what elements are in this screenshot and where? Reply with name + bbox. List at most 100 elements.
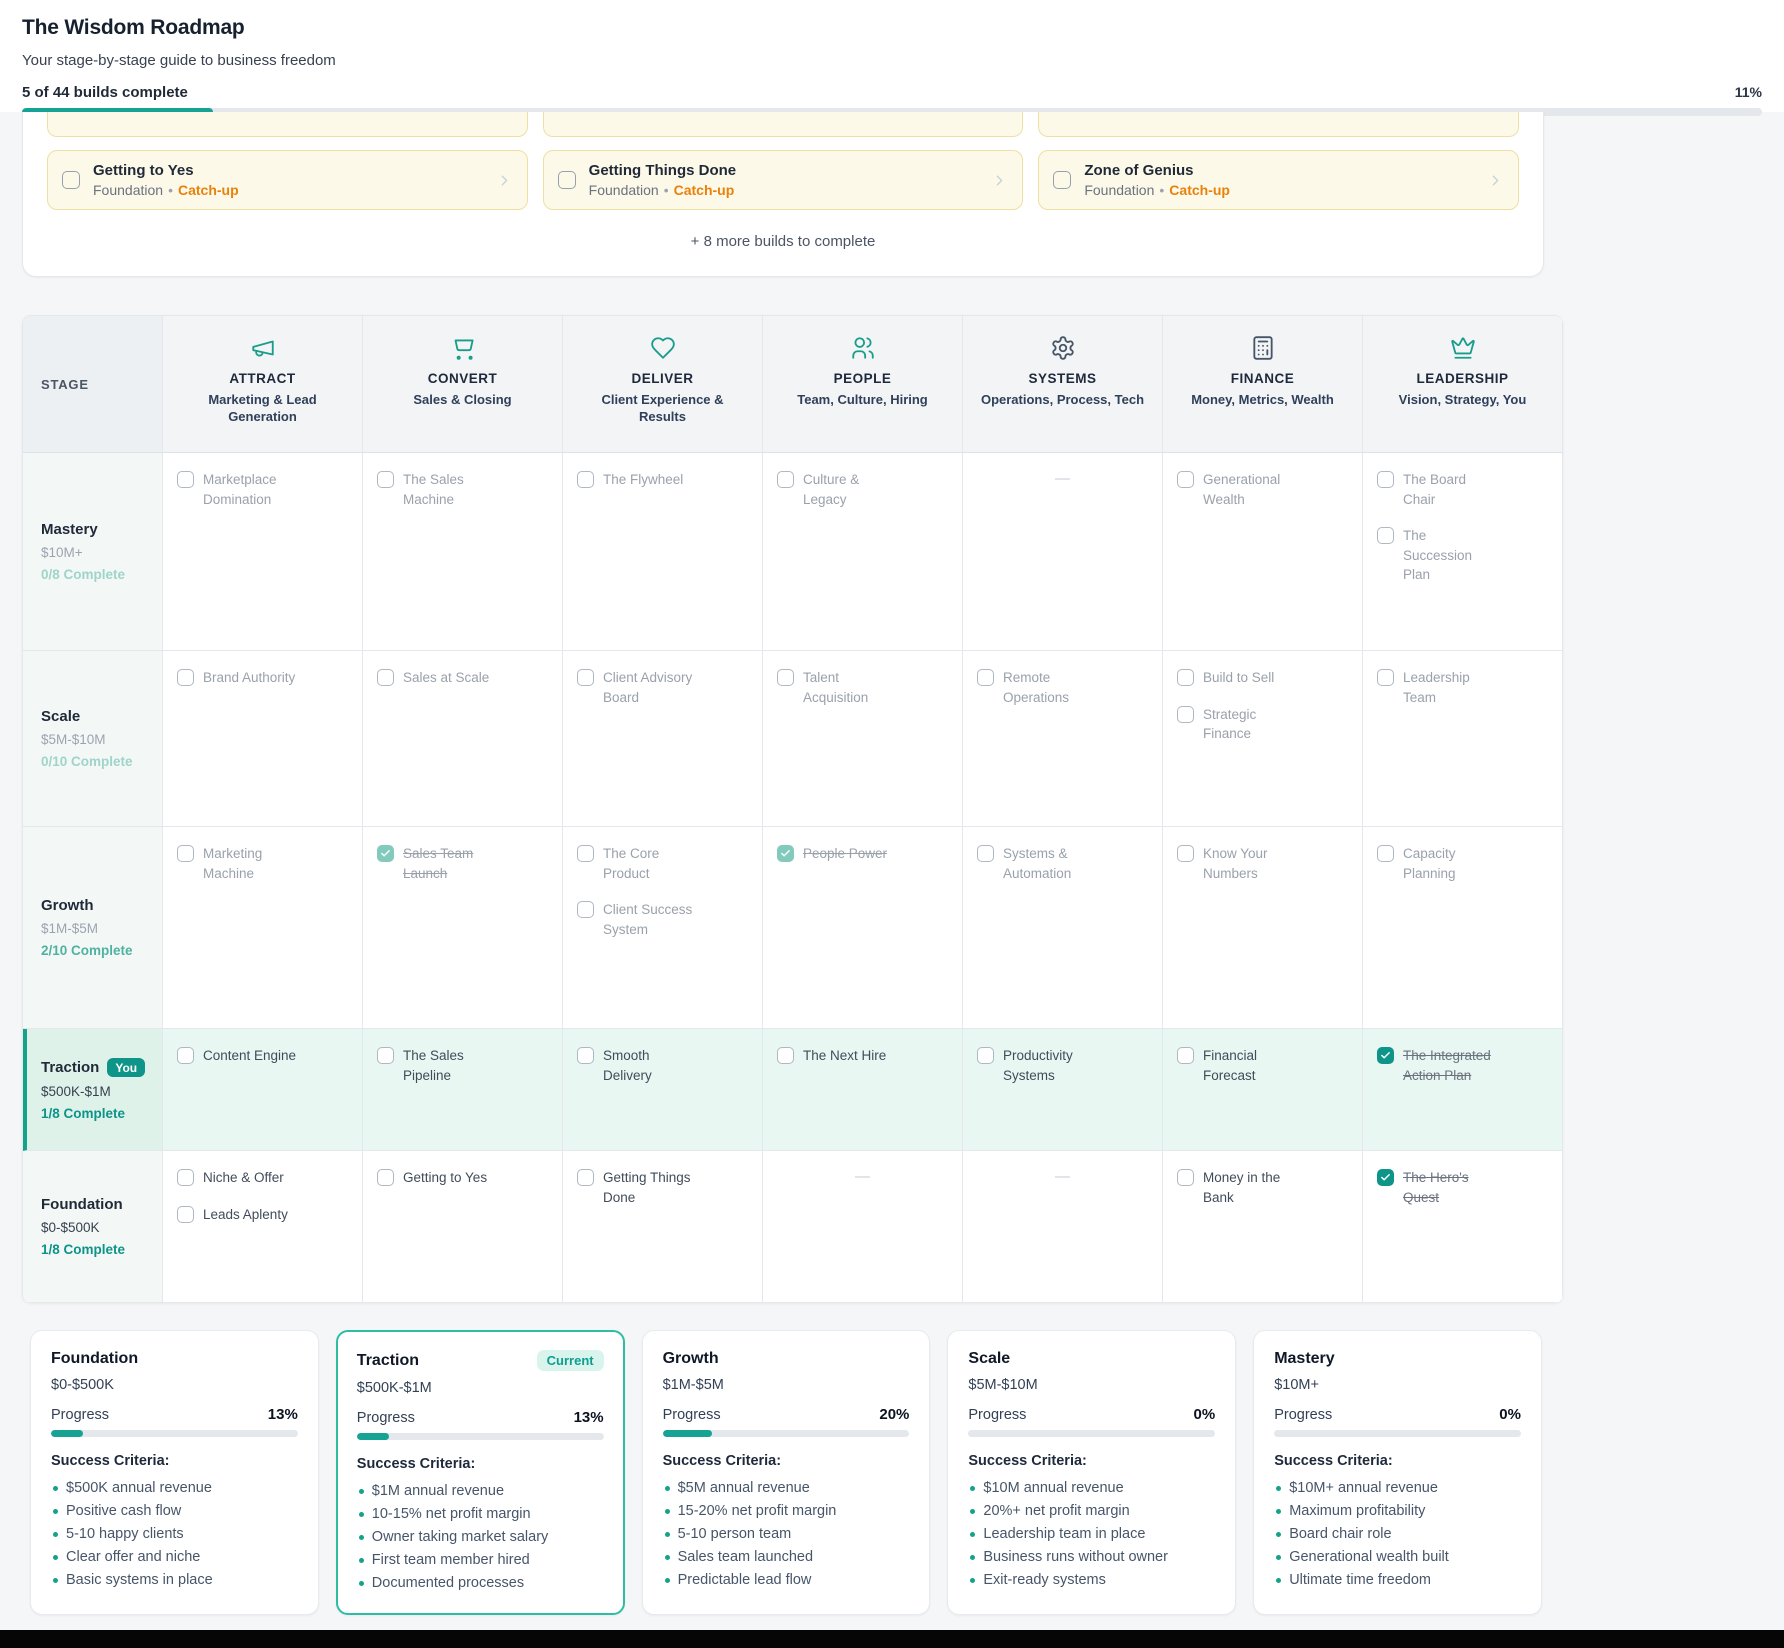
roadmap-item[interactable]: Sales at Scale [377, 668, 548, 688]
unchecked-checkbox[interactable] [977, 1047, 994, 1064]
roadmap-item-label: The Flywheel [603, 472, 684, 487]
stage-progress-bar [356, 1433, 604, 1440]
unchecked-checkbox[interactable] [777, 471, 794, 488]
unchecked-checkbox[interactable] [977, 845, 994, 862]
build-card[interactable]: Getting to Yes Foundation • Catch-up [47, 150, 528, 210]
unchecked-checkbox[interactable] [1377, 471, 1394, 488]
roadmap-item-label: Marketing Machine [203, 846, 263, 881]
criteria-heading: Success Criteria: [1274, 1453, 1393, 1469]
roadmap-item[interactable]: The Hero's Quest [1377, 1168, 1548, 1207]
roadmap-item[interactable]: The Core Product [577, 844, 748, 883]
builds-panel: Getting to Yes Foundation • Catch-up Getti… [22, 112, 1544, 277]
unchecked-checkbox[interactable] [177, 669, 194, 686]
unchecked-checkbox[interactable] [1177, 669, 1194, 686]
roadmap-item[interactable]: The Flywheel [577, 470, 748, 490]
unchecked-checkbox[interactable] [777, 1047, 794, 1064]
unchecked-checkbox[interactable] [977, 669, 994, 686]
roadmap-item[interactable]: Systems & Automation [977, 844, 1148, 883]
roadmap-item[interactable]: The Board Chair [1377, 470, 1548, 509]
roadmap-item[interactable]: Getting Things Done [577, 1168, 748, 1207]
unchecked-checkbox[interactable] [577, 1047, 594, 1064]
roadmap-item[interactable]: Brand Authority [177, 668, 348, 688]
dot-separator: • [663, 182, 669, 198]
build-card-checkbox[interactable] [557, 171, 576, 189]
unchecked-checkbox[interactable] [177, 1169, 194, 1186]
unchecked-checkbox[interactable] [377, 471, 394, 488]
unchecked-checkbox[interactable] [1177, 705, 1194, 723]
build-card-partial[interactable] [1038, 112, 1519, 137]
unchecked-checkbox[interactable] [577, 669, 594, 686]
roadmap-item[interactable]: The Integrated Action Plan [1377, 1046, 1548, 1085]
roadmap-matrix: STAGE ATTRACT Marketing & Lead Generatio… [22, 315, 1563, 1303]
roadmap-item[interactable]: Marketing Machine [177, 844, 348, 883]
build-card-checkbox[interactable] [62, 171, 80, 189]
unchecked-checkbox[interactable] [177, 845, 194, 862]
unchecked-checkbox[interactable] [577, 471, 594, 488]
unchecked-checkbox[interactable] [1177, 845, 1194, 862]
build-card-partial[interactable] [542, 112, 1024, 137]
roadmap-item-label: The Core Product [603, 846, 660, 881]
roadmap-item[interactable]: Culture & Legacy [777, 470, 948, 509]
roadmap-item[interactable]: The Next Hire [777, 1046, 948, 1066]
roadmap-item[interactable]: Smooth Delivery [577, 1046, 748, 1085]
unchecked-checkbox[interactable] [777, 669, 794, 686]
unchecked-checkbox[interactable] [1177, 1047, 1194, 1064]
stage-name: Foundation [41, 1196, 123, 1213]
roadmap-item[interactable]: Productivity Systems [977, 1046, 1148, 1085]
roadmap-item[interactable]: Client Success System [577, 900, 748, 939]
unchecked-checkbox[interactable] [577, 845, 594, 862]
build-card-title: Zone of Genius [1084, 162, 1194, 179]
unchecked-checkbox[interactable] [1377, 845, 1394, 862]
unchecked-checkbox[interactable] [1377, 527, 1394, 545]
roadmap-item[interactable]: Sales Team Launch [377, 844, 548, 883]
build-card-checkbox[interactable] [1053, 171, 1072, 189]
unchecked-checkbox[interactable] [177, 1047, 194, 1064]
build-card[interactable]: Getting Things Done Foundation • Catch-up [542, 150, 1024, 210]
unchecked-checkbox[interactable] [1377, 669, 1394, 686]
roadmap-item[interactable]: Marketplace Domination [177, 470, 348, 509]
stage-progress-bar [1274, 1430, 1521, 1437]
roadmap-item[interactable]: Remote Operations [977, 668, 1148, 707]
roadmap-item[interactable]: Capacity Planning [1377, 844, 1548, 883]
unchecked-checkbox[interactable] [377, 669, 394, 686]
roadmap-item[interactable]: Leads Aplenty [177, 1205, 348, 1225]
criteria-item: Owner taking market salary [357, 1526, 604, 1549]
checked-checkbox-icon[interactable] [1377, 1047, 1394, 1064]
stage-complete-count: 0/10 Complete [41, 754, 133, 769]
unchecked-checkbox[interactable] [577, 1169, 594, 1186]
build-card-partial[interactable] [47, 112, 528, 137]
roadmap-item[interactable]: Money in the Bank [1177, 1168, 1348, 1207]
roadmap-item[interactable]: Talent Acquisition [777, 668, 948, 707]
roadmap-item[interactable]: Know Your Numbers [1177, 844, 1348, 883]
stage-card-name: Foundation [51, 1350, 139, 1367]
roadmap-item[interactable]: The Sales Machine [377, 470, 548, 509]
roadmap-item[interactable]: Client Advisory Board [577, 668, 748, 707]
roadmap-item-label: Leadership Team [1403, 670, 1470, 705]
build-card[interactable]: Zone of Genius Foundation • Catch-up [1038, 150, 1519, 210]
unchecked-checkbox[interactable] [1177, 1169, 1194, 1186]
roadmap-item[interactable]: Generational Wealth [1177, 470, 1348, 509]
roadmap-item[interactable]: Niche & Offer [177, 1168, 348, 1188]
unchecked-checkbox[interactable] [377, 1169, 394, 1186]
roadmap-item[interactable]: Leadership Team [1377, 668, 1548, 707]
unchecked-checkbox[interactable] [177, 471, 194, 488]
roadmap-item[interactable]: Financial Forecast [1177, 1046, 1348, 1085]
unchecked-checkbox[interactable] [177, 1205, 194, 1223]
unchecked-checkbox[interactable] [1177, 471, 1194, 488]
matrix-cell: Marketplace Domination [163, 453, 363, 651]
roadmap-item[interactable]: Build to Sell [1177, 668, 1348, 688]
roadmap-item[interactable]: The Sales Pipeline [377, 1046, 548, 1085]
unchecked-checkbox[interactable] [577, 901, 594, 919]
checked-checkbox-icon[interactable] [1377, 1169, 1394, 1186]
checked-checkbox-icon[interactable] [777, 845, 794, 862]
roadmap-item[interactable]: The Succession Plan [1377, 526, 1548, 585]
unchecked-checkbox[interactable] [377, 1047, 394, 1064]
roadmap-item[interactable]: People Power [777, 844, 948, 864]
roadmap-item[interactable]: Strategic Finance [1177, 705, 1348, 744]
roadmap-item[interactable]: Content Engine [177, 1046, 348, 1066]
you-badge: You [107, 1058, 146, 1077]
roadmap-item-label: The Next Hire [803, 1048, 887, 1063]
roadmap-item[interactable]: Getting to Yes [377, 1168, 548, 1188]
checked-checkbox-icon[interactable] [377, 845, 394, 862]
stage-cell-scale: Scale $5M-$10M 0/10 Complete [23, 651, 163, 827]
